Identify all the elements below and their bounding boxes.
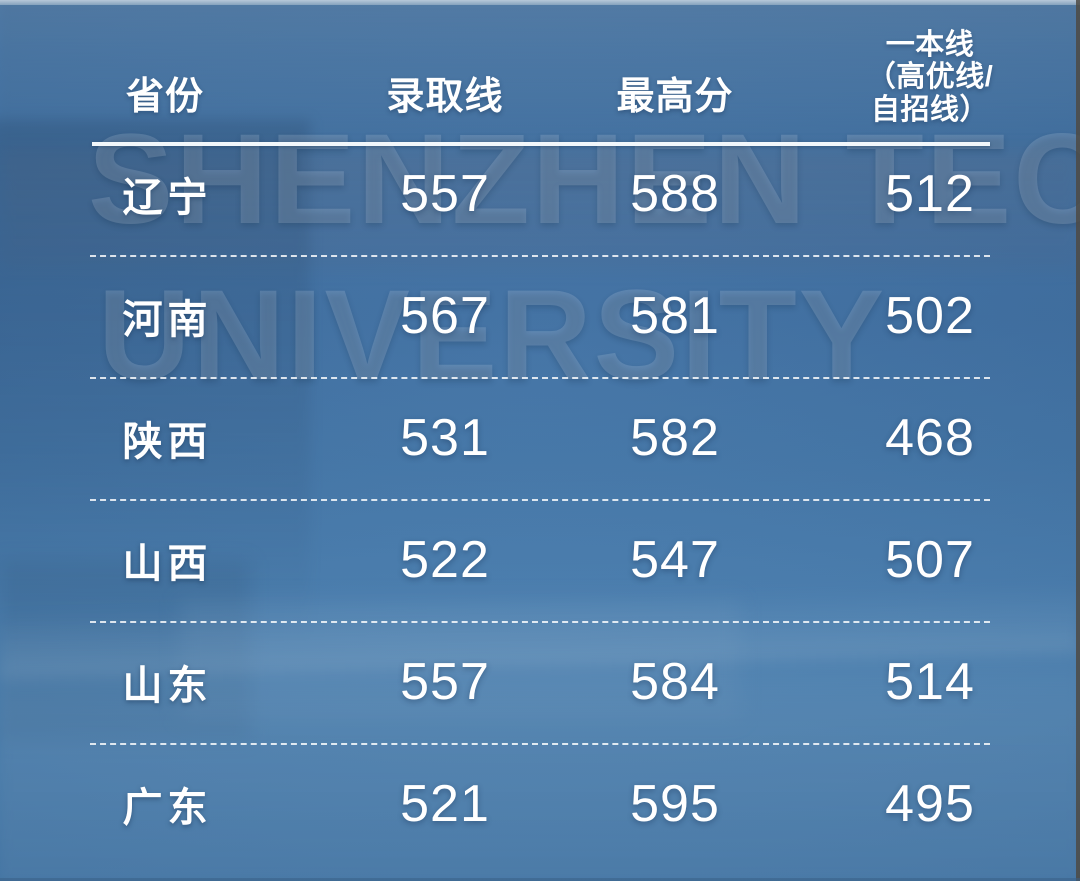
- cell-admission-line: 557: [400, 165, 490, 223]
- cell-first-tier-line: 507: [885, 531, 975, 589]
- cell-first-tier-line: 512: [885, 165, 975, 223]
- watermark-line-1: SHENZHEN TECHNOLOGY: [88, 108, 1080, 251]
- row-separator: [90, 255, 990, 257]
- cell-highest-score: 584: [630, 653, 720, 711]
- background-plate-dark: [0, 560, 250, 740]
- row-separator: [90, 621, 990, 623]
- table-row: 河南 567 581 502: [0, 255, 1080, 377]
- background-warm-band: [0, 150, 1080, 270]
- cell-first-tier-line: 502: [885, 287, 975, 345]
- table-row: 陕西 531 582 468: [0, 377, 1080, 499]
- cell-first-tier-line: 468: [885, 409, 975, 467]
- top-edge-border: [0, 0, 1080, 5]
- background-ground: [0, 621, 1080, 881]
- header-underline: [92, 142, 990, 146]
- first-tier-line-1: 一本线: [885, 28, 975, 61]
- cell-admission-line: 557: [400, 653, 490, 711]
- row-separator: [90, 743, 990, 745]
- cell-first-tier-line: 514: [885, 653, 975, 711]
- cell-first-tier-line: 495: [885, 775, 975, 833]
- cell-highest-score: 581: [630, 287, 720, 345]
- cell-province: 山西: [122, 542, 213, 586]
- background-plate-mid: [180, 600, 740, 720]
- column-header-highest-score: 最高分: [616, 76, 734, 119]
- background-building-left: [0, 120, 310, 640]
- bottom-edge-border: [0, 878, 1080, 881]
- table-header-row: 省份 录取线 最高分 一本线 （高优线/ 自招线）: [0, 14, 1080, 132]
- column-header-province: 省份: [125, 76, 204, 119]
- first-tier-line-2: （高优线/: [866, 61, 994, 94]
- cell-province: 山东: [122, 664, 213, 708]
- row-separator: [90, 377, 990, 379]
- table-row: 辽宁 557 588 512: [0, 133, 1080, 255]
- cell-province: 陕西: [122, 420, 213, 464]
- cell-province: 河南: [122, 298, 213, 342]
- cell-province: 广东: [122, 786, 213, 830]
- cell-highest-score: 595: [630, 775, 720, 833]
- cell-admission-line: 521: [400, 775, 490, 833]
- cell-admission-line: 567: [400, 287, 490, 345]
- column-header-first-tier-line: 一本线 （高优线/ 自招线）: [790, 29, 1070, 132]
- cell-province: 辽宁: [122, 176, 213, 220]
- first-tier-line-3: 自招线）: [870, 93, 989, 126]
- row-separator: [90, 499, 990, 501]
- watermark-line-2: UNIVERSITY: [98, 264, 887, 407]
- table-row: 山西 522 547 507: [0, 499, 1080, 621]
- background-building-top: [0, 0, 1080, 150]
- cell-highest-score: 547: [630, 531, 720, 589]
- cell-admission-line: 522: [400, 531, 490, 589]
- table-row: 广东 521 595 495: [0, 743, 1080, 865]
- column-header-admission-line: 录取线: [386, 76, 504, 119]
- cell-highest-score: 588: [630, 165, 720, 223]
- cell-admission-line: 531: [400, 409, 490, 467]
- cell-highest-score: 582: [630, 409, 720, 467]
- table-row: 山东 557 584 514: [0, 621, 1080, 743]
- right-edge-border: [1076, 0, 1080, 881]
